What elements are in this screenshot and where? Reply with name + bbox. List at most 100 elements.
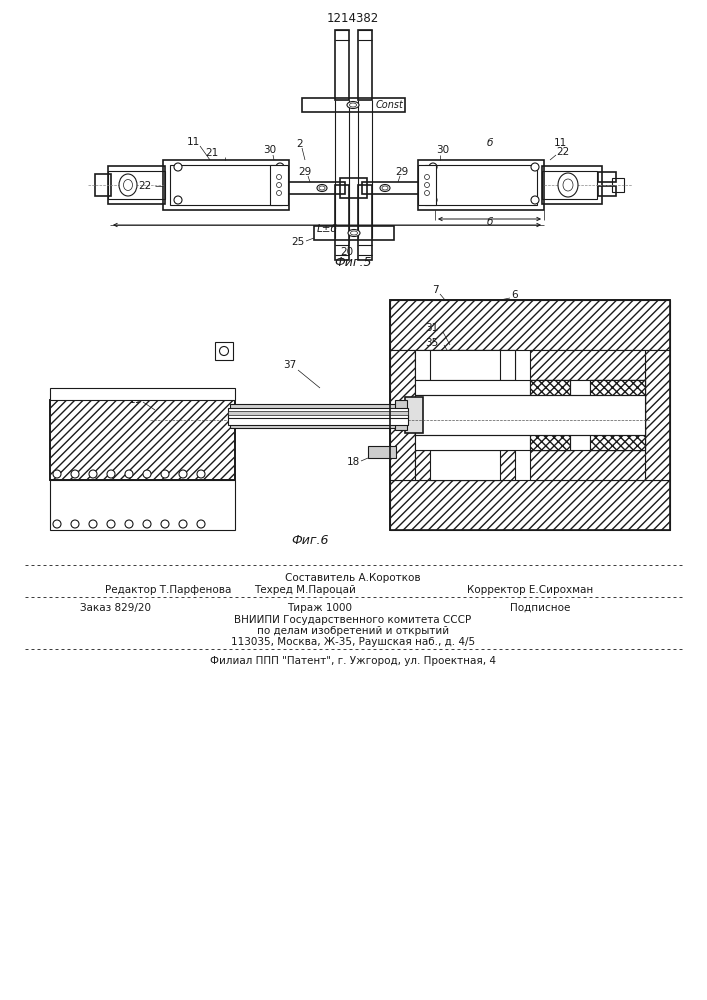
Bar	[215, 342, 233, 360]
Text: 11: 11	[129, 395, 141, 405]
Text: 21: 21	[205, 148, 218, 158]
Circle shape	[143, 520, 151, 528]
Bar	[230, 420, 415, 428]
Bar	[405, 397, 423, 433]
Circle shape	[89, 520, 97, 528]
Text: 7: 7	[432, 285, 438, 295]
Text: 22: 22	[139, 181, 151, 191]
Circle shape	[174, 163, 182, 171]
Text: 30: 30	[436, 145, 450, 155]
Text: по делам изобретений и открытий: по делам изобретений и открытий	[257, 626, 449, 636]
Ellipse shape	[119, 174, 137, 196]
Circle shape	[89, 470, 97, 478]
Text: 30: 30	[264, 145, 276, 155]
Bar	[283, 182, 345, 194]
Bar	[95, 174, 111, 196]
Ellipse shape	[382, 186, 388, 190]
Circle shape	[107, 520, 115, 528]
Text: Корректор Е.Сирохман: Корректор Е.Сирохман	[467, 585, 593, 595]
Text: 35: 35	[426, 338, 438, 348]
Bar	[390, 350, 415, 480]
Bar	[362, 182, 424, 194]
Bar	[598, 172, 616, 182]
Bar	[230, 404, 415, 412]
Ellipse shape	[558, 173, 578, 197]
Bar	[50, 400, 235, 480]
Circle shape	[276, 196, 284, 204]
Bar	[302, 98, 405, 112]
Circle shape	[276, 174, 281, 180]
Text: Техред М.Пароцай: Техред М.Пароцай	[254, 585, 356, 595]
Text: б: б	[487, 138, 493, 148]
Bar	[530, 350, 645, 380]
Bar	[415, 395, 645, 435]
Text: Фиг.5: Фиг.5	[334, 256, 372, 269]
Bar	[314, 226, 394, 240]
Bar	[395, 400, 407, 430]
Text: 2: 2	[297, 139, 303, 149]
Text: 113035, Москва, Ж-35, Раушская наб., д. 4/5: 113035, Москва, Ж-35, Раушская наб., д. …	[231, 637, 475, 647]
Bar	[50, 400, 235, 480]
Bar	[530, 380, 570, 450]
Text: Составитель А.Коротков: Составитель А.Коротков	[285, 573, 421, 583]
Circle shape	[531, 163, 539, 171]
Bar	[390, 480, 670, 530]
Bar	[612, 178, 624, 192]
Ellipse shape	[563, 179, 573, 191]
Bar	[430, 350, 500, 380]
Text: 11: 11	[554, 138, 566, 148]
Circle shape	[174, 196, 182, 204]
Circle shape	[531, 196, 539, 204]
Bar	[358, 30, 372, 100]
Text: Const: Const	[376, 100, 404, 110]
Ellipse shape	[380, 184, 390, 192]
Text: 11: 11	[187, 137, 199, 147]
Ellipse shape	[349, 103, 356, 107]
Bar	[430, 450, 500, 480]
Circle shape	[179, 520, 187, 528]
Text: б: б	[487, 217, 493, 227]
Ellipse shape	[348, 230, 360, 236]
Text: 31: 31	[426, 323, 438, 333]
Bar	[108, 171, 165, 199]
Circle shape	[125, 470, 133, 478]
Bar	[530, 380, 570, 450]
Bar	[358, 185, 372, 260]
Text: Редактор Т.Парфенова: Редактор Т.Парфенова	[105, 585, 231, 595]
Text: Заказ 829/20: Заказ 829/20	[80, 603, 151, 613]
Circle shape	[276, 163, 284, 171]
Circle shape	[53, 470, 61, 478]
Bar	[542, 171, 597, 199]
Bar	[335, 30, 349, 100]
Circle shape	[429, 196, 437, 204]
Text: 29: 29	[298, 167, 312, 177]
Circle shape	[107, 470, 115, 478]
Text: 1214382: 1214382	[327, 11, 379, 24]
Text: 25: 25	[292, 237, 305, 247]
Bar	[228, 408, 408, 418]
Circle shape	[161, 520, 169, 528]
Bar	[530, 450, 645, 480]
Text: Тираж 1000: Тираж 1000	[288, 603, 353, 613]
Ellipse shape	[351, 231, 358, 235]
Bar	[390, 300, 670, 530]
Text: 29: 29	[395, 167, 409, 177]
Circle shape	[53, 520, 61, 528]
Bar	[230, 412, 415, 420]
Ellipse shape	[347, 102, 359, 108]
Circle shape	[197, 520, 205, 528]
Text: 37: 37	[284, 360, 297, 370]
Circle shape	[197, 470, 205, 478]
Circle shape	[71, 470, 79, 478]
Bar	[50, 388, 235, 400]
Circle shape	[424, 190, 429, 196]
Circle shape	[424, 182, 429, 188]
Bar	[368, 446, 396, 458]
Bar	[598, 186, 616, 196]
Circle shape	[125, 520, 133, 528]
Bar	[335, 185, 349, 260]
Circle shape	[429, 163, 437, 171]
Circle shape	[276, 182, 281, 188]
Circle shape	[143, 470, 151, 478]
Text: 18: 18	[346, 457, 360, 467]
